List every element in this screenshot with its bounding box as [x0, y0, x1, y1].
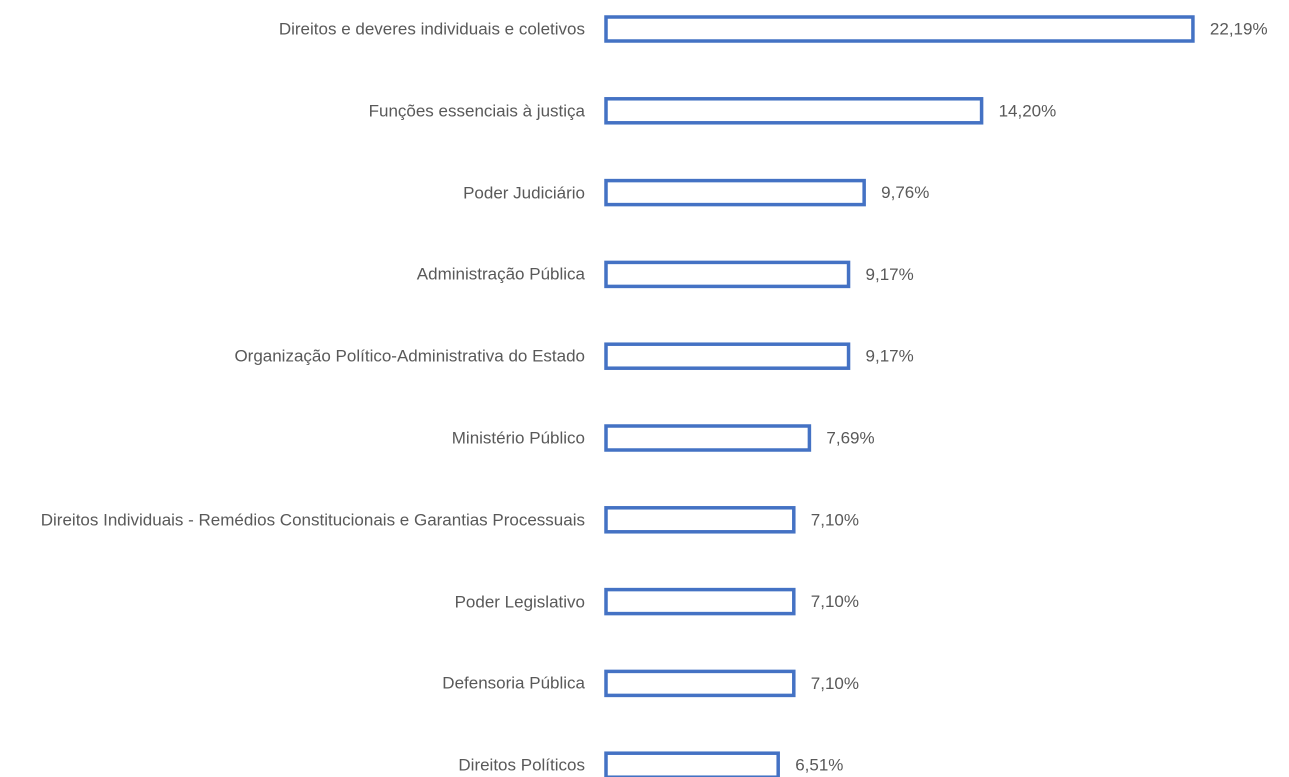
bar [604, 178, 866, 207]
data-label: 9,17% [866, 265, 914, 284]
category-text: Direitos Políticos [458, 755, 585, 775]
category-label: Poder Judiciário [5, 181, 585, 204]
category-label: Poder Legislativo [5, 590, 585, 613]
category-label: Direitos e deveres individuais e coletiv… [5, 18, 585, 41]
bar [604, 424, 812, 452]
bar [604, 751, 780, 777]
data-label: 9,17% [866, 347, 914, 366]
category-label: Ministério Público [5, 427, 585, 450]
category-label: Organização Político-Administrativa do E… [5, 345, 585, 368]
data-label: 22,19% [1210, 19, 1268, 38]
bar [604, 506, 796, 534]
category-text: Administração Pública [416, 264, 585, 284]
category-text: Organização Político-Administrativa do E… [234, 346, 585, 366]
category-label: Direitos Individuais - Remédios Constitu… [5, 508, 585, 531]
data-label: 6,51% [795, 756, 843, 775]
data-label: 7,10% [811, 674, 859, 693]
category-text: Defensoria Pública [442, 673, 585, 693]
category-text: Poder Legislativo [454, 592, 585, 612]
category-text: Funções essenciais à justiça [368, 101, 585, 121]
data-label: 7,10% [811, 510, 859, 529]
data-label: 7,69% [826, 428, 874, 447]
bar [604, 342, 851, 370]
bar [604, 587, 796, 616]
bar [604, 669, 796, 698]
category-text: Direitos e deveres individuais e coletiv… [278, 19, 585, 39]
category-label: Funções essenciais à justiça [5, 99, 585, 122]
bar [604, 15, 1195, 43]
data-label: 7,10% [811, 592, 859, 611]
category-label: Direitos Políticos [5, 754, 585, 777]
bar [604, 260, 851, 289]
category-label: Administração Pública [5, 263, 585, 286]
category-text: Direitos Individuais - Remédios Constitu… [40, 510, 585, 530]
category-label: Defensoria Pública [5, 672, 585, 695]
category-text: Ministério Público [451, 428, 585, 448]
category-text: Poder Judiciário [463, 183, 585, 203]
data-label: 9,76% [881, 183, 929, 202]
data-label: 14,20% [999, 101, 1057, 120]
bar [604, 97, 984, 125]
